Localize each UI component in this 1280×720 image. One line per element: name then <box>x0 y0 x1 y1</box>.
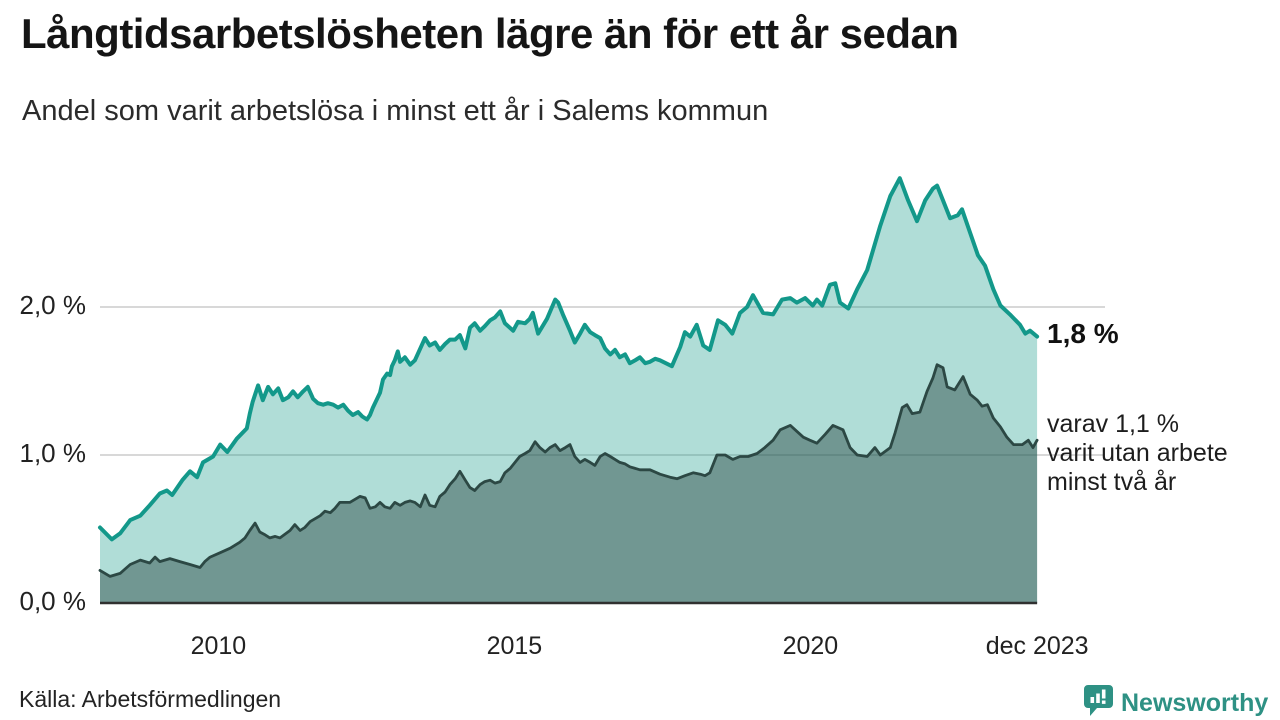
y-axis-tick-label: 2,0 % <box>19 290 87 320</box>
brand-logo: Newsworthy <box>1084 685 1268 720</box>
x-axis-tick-label: 2015 <box>486 632 543 660</box>
area-unemployed-two-years <box>100 364 1038 603</box>
source-credit: Källa: Arbetsförmedlingen <box>19 686 282 712</box>
end-value-label: 1,8 % <box>1047 318 1119 349</box>
brand-name: Newsworthy <box>1121 688 1269 717</box>
secondary-annotation: varav 1,1 % varit utan arbete minst två … <box>1047 410 1228 497</box>
secondary-annotation-line: varav 1,1 % <box>1047 410 1180 438</box>
area-unemployed-one-year <box>100 178 1038 603</box>
y-axis-tick-label: 1,0 % <box>19 438 87 468</box>
chart-title: Långtidsarbetslösheten lägre än för ett … <box>21 10 959 57</box>
secondary-annotation-line: varit utan arbete <box>1047 439 1228 467</box>
line-unemployed-one-year <box>98 176 1040 542</box>
x-axis-tick-label: 2020 <box>782 632 839 660</box>
chart-subtitle: Andel som varit arbetslösa i minst ett å… <box>22 95 769 127</box>
x-axis-tick-label: dec 2023 <box>985 632 1089 660</box>
line-unemployed-two-years <box>98 363 1039 578</box>
y-axis-tick-label: 0,0 % <box>19 586 87 616</box>
newsworthy-logo-icon <box>1084 685 1113 720</box>
secondary-annotation-line: minst två år <box>1047 468 1177 496</box>
x-axis-tick-label: 2010 <box>190 632 247 660</box>
